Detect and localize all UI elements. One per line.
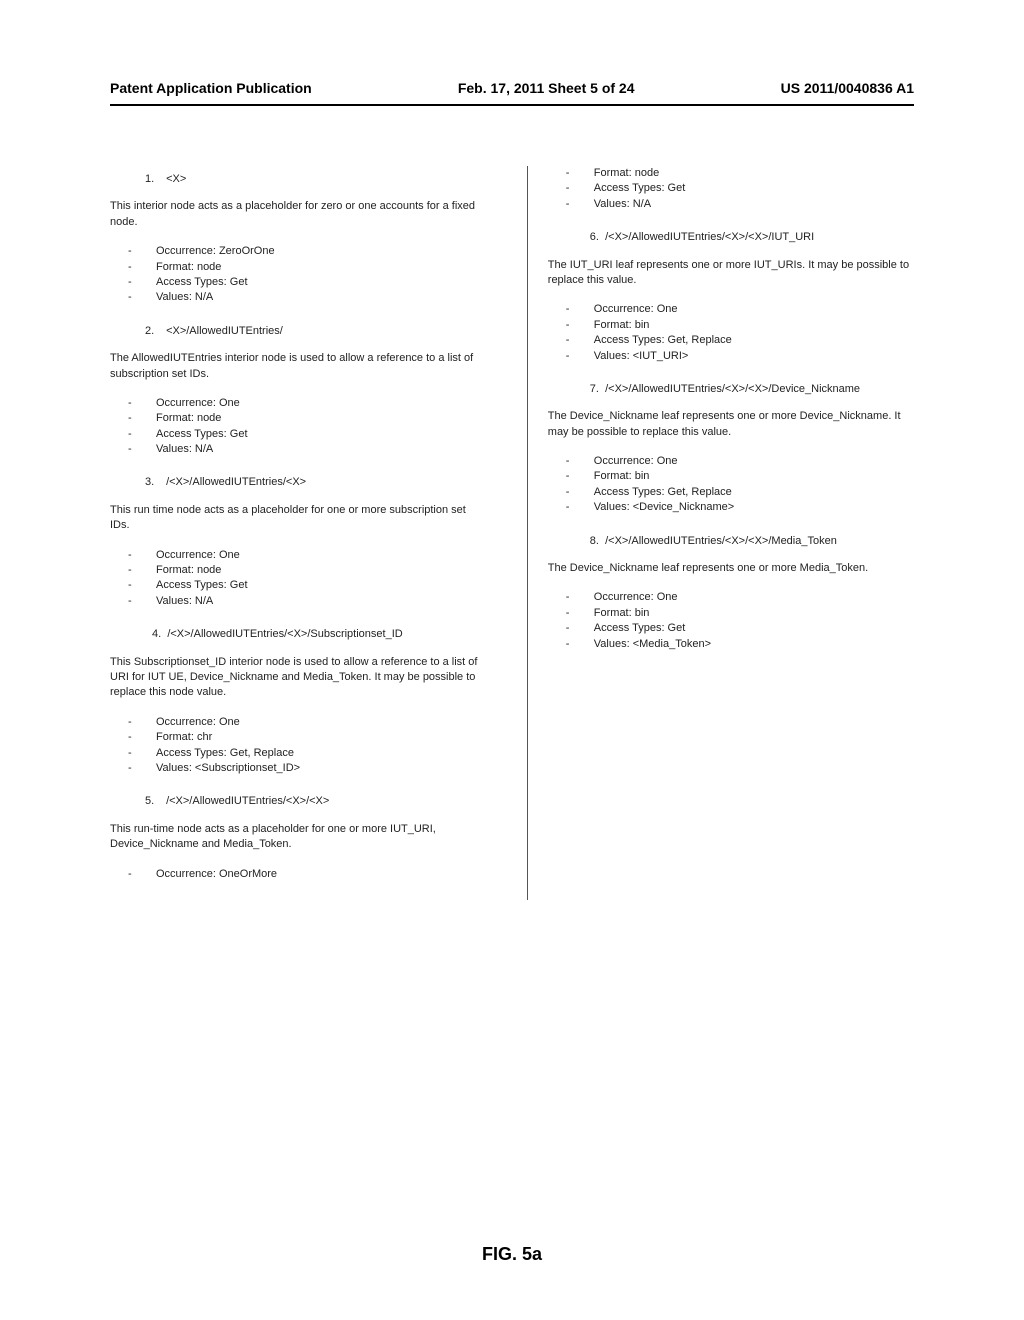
section-heading-3: 3. /<X>/AllowedIUTEntries/<X> xyxy=(145,475,487,490)
section-num: 6. xyxy=(590,231,599,243)
section-desc: The Device_Nickname leaf represents one … xyxy=(548,409,914,440)
section-num: 2. xyxy=(145,324,163,339)
prop-item: Access Types: Get xyxy=(566,621,914,636)
prop-item: Values: <Device_Nickname> xyxy=(566,500,914,515)
prop-item: Access Types: Get xyxy=(128,427,487,442)
header-center: Feb. 17, 2011 Sheet 5 of 24 xyxy=(458,80,635,96)
section-desc: This run time node acts as a placeholder… xyxy=(110,503,487,534)
prop-item: Format: bin xyxy=(566,469,914,484)
section-path: <X>/AllowedIUTEntries/ xyxy=(166,325,283,337)
section-heading-5: 5. /<X>/AllowedIUTEntries/<X>/<X> xyxy=(145,794,487,809)
page: Patent Application Publication Feb. 17, … xyxy=(0,0,1024,1320)
content-columns: 1. <X> This interior node acts as a plac… xyxy=(110,166,914,900)
section-num: 4. xyxy=(152,628,161,640)
section-path: /<X>/AllowedIUTEntries/<X>/<X>/Media_Tok… xyxy=(605,535,837,547)
section-props: Occurrence: One Format: chr Access Types… xyxy=(128,715,487,777)
section-props-cont: Format: node Access Types: Get Values: N… xyxy=(566,166,914,212)
section-heading-2: 2. <X>/AllowedIUTEntries/ xyxy=(145,324,487,339)
prop-item: Format: bin xyxy=(566,318,914,333)
section-props: Occurrence: OneOrMore xyxy=(128,867,487,882)
section-num: 8. xyxy=(590,535,599,547)
prop-item: Occurrence: One xyxy=(566,454,914,469)
right-column: Format: node Access Types: Get Values: N… xyxy=(527,166,914,900)
header-left: Patent Application Publication xyxy=(110,80,312,96)
prop-item: Format: node xyxy=(128,260,487,275)
section-heading-7: 7. /<X>/AllowedIUTEntries/<X>/<X>/Device… xyxy=(608,382,914,397)
prop-item: Occurrence: One xyxy=(566,302,914,317)
section-heading-4: 4. /<X>/AllowedIUTEntries/<X>/Subscripti… xyxy=(170,627,487,642)
section-num: 3. xyxy=(145,475,163,490)
section-props: Occurrence: One Format: node Access Type… xyxy=(128,396,487,458)
header-rule xyxy=(110,104,914,106)
section-path: /<X>/AllowedIUTEntries/<X>/<X> xyxy=(166,795,329,807)
prop-item: Format: bin xyxy=(566,606,914,621)
section-path: /<X>/AllowedIUTEntries/<X>/Subscriptions… xyxy=(167,628,402,640)
prop-item: Values: N/A xyxy=(128,594,487,609)
section-desc: The AllowedIUTEntries interior node is u… xyxy=(110,351,487,382)
prop-item: Values: N/A xyxy=(566,197,914,212)
prop-item: Values: N/A xyxy=(128,290,487,305)
figure-label: FIG. 5a xyxy=(0,1244,1024,1265)
section-num: 5. xyxy=(145,794,163,809)
section-desc: The IUT_URI leaf represents one or more … xyxy=(548,258,914,289)
prop-item: Occurrence: One xyxy=(128,715,487,730)
prop-item: Access Types: Get xyxy=(128,578,487,593)
section-path: /<X>/AllowedIUTEntries/<X> xyxy=(166,476,306,488)
prop-item: Values: <IUT_URI> xyxy=(566,349,914,364)
prop-item: Occurrence: One xyxy=(566,590,914,605)
section-props: Occurrence: One Format: bin Access Types… xyxy=(566,454,914,516)
section-props: Occurrence: One Format: bin Access Types… xyxy=(566,302,914,364)
prop-item: Format: chr xyxy=(128,730,487,745)
prop-item: Occurrence: ZeroOrOne xyxy=(128,244,487,259)
left-column: 1. <X> This interior node acts as a plac… xyxy=(110,166,497,900)
prop-item: Access Types: Get, Replace xyxy=(566,485,914,500)
prop-item: Format: node xyxy=(566,166,914,181)
section-num: 1. xyxy=(145,172,163,187)
prop-item: Values: <Media_Token> xyxy=(566,637,914,652)
page-header: Patent Application Publication Feb. 17, … xyxy=(110,80,914,96)
prop-item: Occurrence: One xyxy=(128,548,487,563)
section-heading-1: 1. <X> xyxy=(145,172,487,187)
section-heading-6: 6. /<X>/AllowedIUTEntries/<X>/<X>/IUT_UR… xyxy=(608,230,914,245)
header-right: US 2011/0040836 A1 xyxy=(781,80,914,96)
section-num: 7. xyxy=(590,383,599,395)
section-path: /<X>/AllowedIUTEntries/<X>/<X>/IUT_URI xyxy=(605,231,814,243)
section-props: Occurrence: One Format: bin Access Types… xyxy=(566,590,914,652)
prop-item: Access Types: Get xyxy=(566,181,914,196)
section-heading-8: 8. /<X>/AllowedIUTEntries/<X>/<X>/Media_… xyxy=(608,534,914,549)
prop-item: Format: node xyxy=(128,563,487,578)
section-desc: This interior node acts as a placeholder… xyxy=(110,199,487,230)
section-desc: This run-time node acts as a placeholder… xyxy=(110,822,487,853)
section-path: <X> xyxy=(166,173,186,185)
prop-item: Values: N/A xyxy=(128,442,487,457)
section-path: /<X>/AllowedIUTEntries/<X>/<X>/Device_Ni… xyxy=(605,383,860,395)
prop-item: Access Types: Get, Replace xyxy=(566,333,914,348)
section-desc: This Subscriptionset_ID interior node is… xyxy=(110,655,487,701)
prop-item: Occurrence: One xyxy=(128,396,487,411)
prop-item: Access Types: Get, Replace xyxy=(128,746,487,761)
prop-item: Values: <Subscriptionset_ID> xyxy=(128,761,487,776)
prop-item: Format: node xyxy=(128,411,487,426)
prop-item: Occurrence: OneOrMore xyxy=(128,867,487,882)
section-props: Occurrence: One Format: node Access Type… xyxy=(128,548,487,610)
section-props: Occurrence: ZeroOrOne Format: node Acces… xyxy=(128,244,487,306)
section-desc: The Device_Nickname leaf represents one … xyxy=(548,561,914,576)
prop-item: Access Types: Get xyxy=(128,275,487,290)
